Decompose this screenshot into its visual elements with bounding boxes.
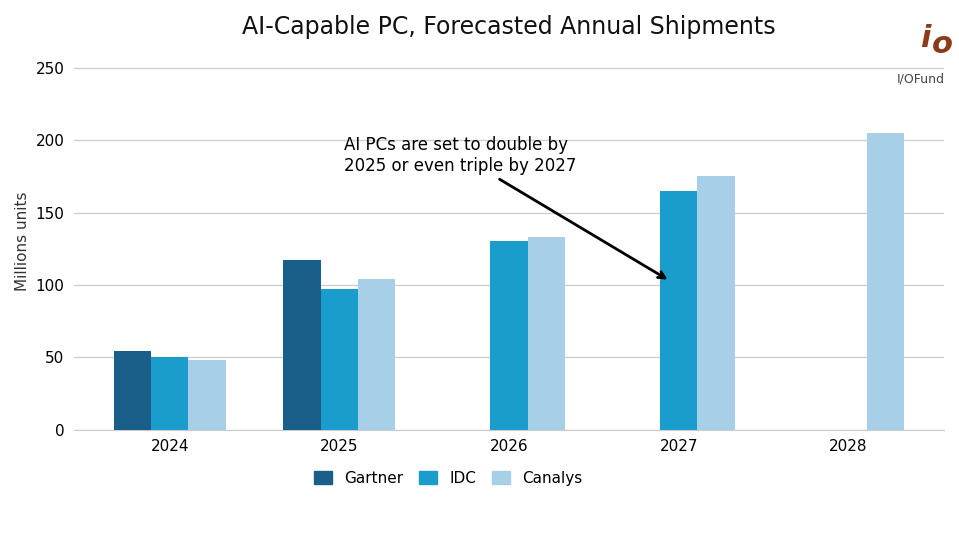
Legend: Gartner, IDC, Canalys: Gartner, IDC, Canalys [314,471,582,486]
Bar [358,279,395,429]
Text: o: o [932,30,953,59]
Bar [320,289,358,429]
Bar [188,360,225,429]
Text: i: i [921,24,930,53]
Y-axis label: Millions units: Millions units [15,192,30,291]
Bar [867,133,904,429]
Bar [660,191,697,429]
Bar [283,260,320,429]
Bar [114,352,151,429]
Bar [490,241,527,429]
Bar [151,357,188,429]
Text: I/OFund: I/OFund [897,73,945,86]
Title: AI-Capable PC, Forecasted Annual Shipments: AI-Capable PC, Forecasted Annual Shipmen… [243,15,776,39]
Bar [697,177,735,429]
Bar [527,237,565,429]
Text: AI PCs are set to double by
2025 or even triple by 2027: AI PCs are set to double by 2025 or even… [344,136,665,278]
